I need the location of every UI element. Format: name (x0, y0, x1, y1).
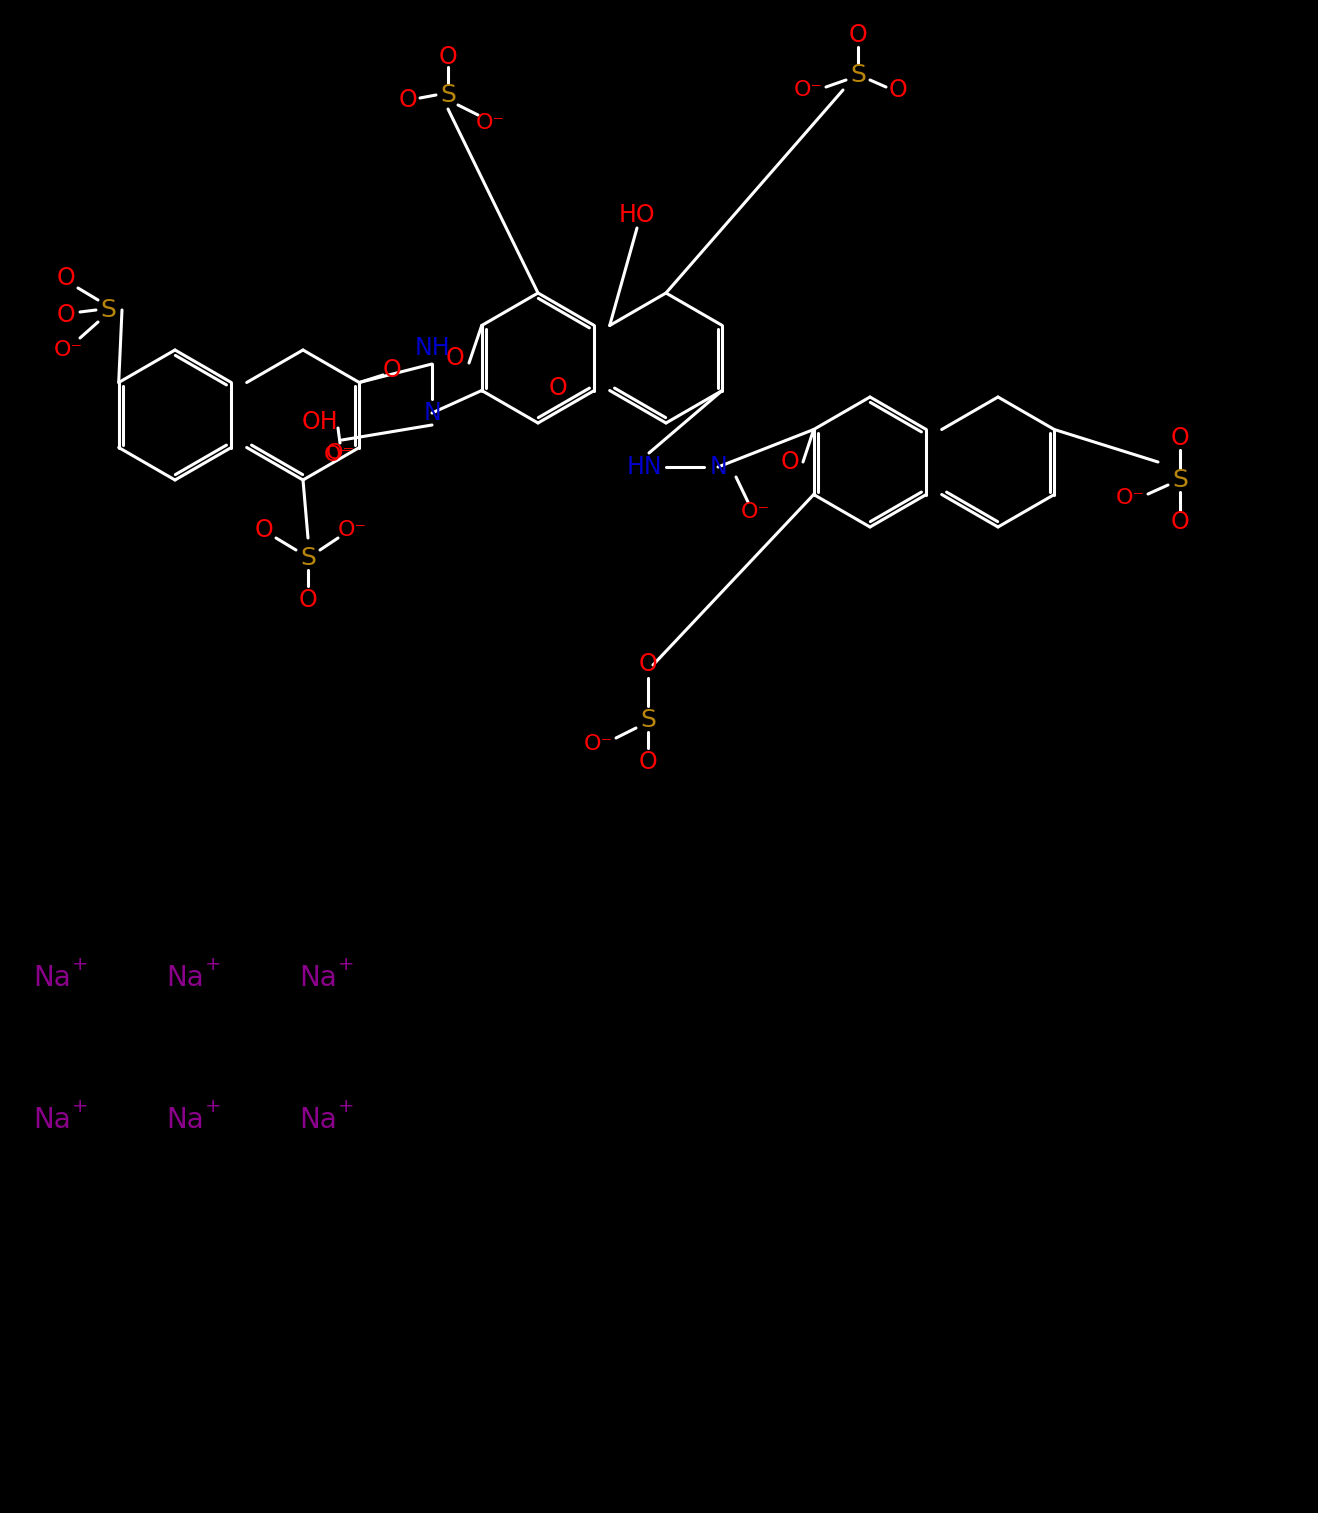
Text: O⁻: O⁻ (337, 520, 366, 540)
Text: HN: HN (626, 455, 662, 480)
Text: S: S (641, 708, 656, 732)
Text: O: O (639, 652, 658, 676)
Text: O: O (57, 303, 75, 327)
Text: O⁻: O⁻ (53, 340, 83, 360)
Text: O⁻: O⁻ (323, 445, 353, 464)
Text: +: + (71, 955, 88, 973)
Text: O⁻: O⁻ (1115, 489, 1144, 508)
Text: Na: Na (33, 1106, 71, 1135)
Text: O: O (1170, 510, 1189, 534)
Text: +: + (337, 1097, 355, 1115)
Text: O: O (57, 266, 75, 290)
Text: Na: Na (33, 964, 71, 993)
Text: O⁻: O⁻ (793, 80, 822, 100)
Text: O⁻: O⁻ (326, 443, 355, 463)
Text: O⁻: O⁻ (476, 113, 505, 133)
Text: Na: Na (299, 964, 337, 993)
Text: O: O (299, 589, 318, 611)
Text: O: O (439, 45, 457, 70)
Text: O: O (548, 377, 567, 399)
Text: +: + (204, 1097, 221, 1115)
Text: Na: Na (299, 1106, 337, 1135)
Text: O: O (780, 449, 800, 474)
Text: +: + (337, 955, 355, 973)
Text: OH: OH (302, 410, 339, 434)
Text: O: O (382, 359, 402, 381)
Text: N: N (423, 401, 442, 425)
Text: +: + (71, 1097, 88, 1115)
Text: O: O (849, 23, 867, 47)
Text: S: S (301, 546, 316, 570)
Text: O: O (888, 79, 907, 101)
Text: O: O (445, 346, 464, 371)
Text: S: S (100, 298, 116, 322)
Text: O: O (254, 517, 273, 542)
Text: NH: NH (414, 336, 449, 360)
Text: S: S (440, 83, 456, 107)
Text: Na: Na (166, 964, 204, 993)
Text: O⁻: O⁻ (741, 502, 770, 522)
Text: S: S (1172, 468, 1188, 492)
Text: O: O (1170, 427, 1189, 449)
Text: N: N (709, 455, 726, 480)
Text: O: O (398, 88, 418, 112)
Text: O: O (639, 750, 658, 775)
Text: S: S (850, 64, 866, 88)
Text: HO: HO (618, 203, 655, 227)
Text: +: + (204, 955, 221, 973)
Text: O⁻: O⁻ (584, 734, 613, 753)
Text: Na: Na (166, 1106, 204, 1135)
